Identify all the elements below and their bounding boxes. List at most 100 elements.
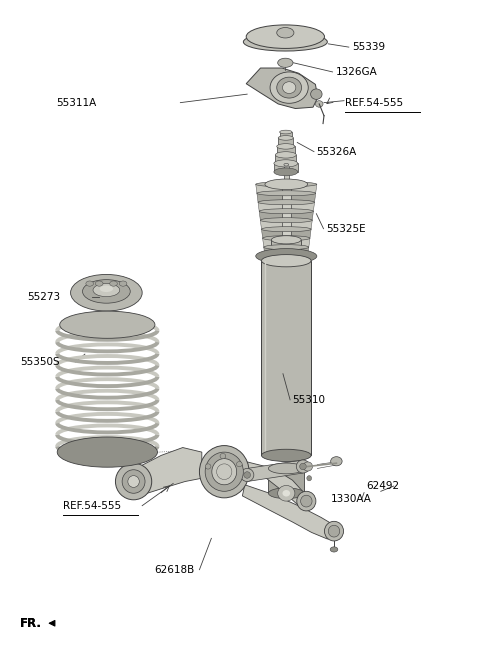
Ellipse shape xyxy=(264,245,309,250)
Text: 55339: 55339 xyxy=(352,42,385,52)
Ellipse shape xyxy=(277,77,301,98)
Ellipse shape xyxy=(271,256,301,265)
Polygon shape xyxy=(246,68,318,108)
Ellipse shape xyxy=(280,130,292,134)
Ellipse shape xyxy=(311,89,322,99)
Text: 1330AA: 1330AA xyxy=(331,494,372,504)
Text: 55311A: 55311A xyxy=(56,98,96,108)
Ellipse shape xyxy=(274,168,298,176)
Ellipse shape xyxy=(244,472,251,478)
Polygon shape xyxy=(263,238,310,247)
Ellipse shape xyxy=(277,144,295,149)
Bar xyxy=(268,468,304,493)
Ellipse shape xyxy=(328,525,340,537)
Ellipse shape xyxy=(199,445,249,498)
Ellipse shape xyxy=(212,459,237,485)
Text: 62618B: 62618B xyxy=(154,565,194,575)
Ellipse shape xyxy=(282,182,290,186)
Ellipse shape xyxy=(83,279,130,303)
Polygon shape xyxy=(260,220,312,229)
Bar xyxy=(262,260,311,455)
Ellipse shape xyxy=(274,160,298,167)
Bar xyxy=(277,146,295,155)
Text: FR.: FR. xyxy=(20,617,42,630)
Bar xyxy=(280,132,292,138)
Ellipse shape xyxy=(307,476,312,481)
Ellipse shape xyxy=(262,449,311,461)
Text: 55325E: 55325E xyxy=(326,224,366,234)
Ellipse shape xyxy=(205,464,211,469)
Ellipse shape xyxy=(296,460,310,473)
Ellipse shape xyxy=(268,488,304,499)
Ellipse shape xyxy=(216,464,232,480)
Ellipse shape xyxy=(330,547,338,552)
Ellipse shape xyxy=(60,311,155,338)
Ellipse shape xyxy=(240,468,254,482)
Ellipse shape xyxy=(128,476,139,487)
Ellipse shape xyxy=(256,249,317,264)
Ellipse shape xyxy=(263,236,310,241)
Ellipse shape xyxy=(205,452,243,491)
Polygon shape xyxy=(247,462,307,506)
Bar xyxy=(278,138,293,146)
Ellipse shape xyxy=(119,281,127,286)
Ellipse shape xyxy=(324,522,344,541)
Ellipse shape xyxy=(284,163,288,166)
Ellipse shape xyxy=(277,28,294,38)
Ellipse shape xyxy=(237,462,242,467)
Ellipse shape xyxy=(278,485,295,501)
Ellipse shape xyxy=(57,437,157,467)
Bar xyxy=(284,165,288,184)
Ellipse shape xyxy=(315,100,323,107)
Text: 55310: 55310 xyxy=(292,395,325,405)
Polygon shape xyxy=(256,184,317,194)
Ellipse shape xyxy=(259,209,313,214)
Ellipse shape xyxy=(110,281,117,286)
Text: 1326GA: 1326GA xyxy=(336,67,377,77)
Ellipse shape xyxy=(278,58,293,68)
Polygon shape xyxy=(258,202,314,211)
Ellipse shape xyxy=(303,462,312,471)
Ellipse shape xyxy=(258,199,314,205)
Ellipse shape xyxy=(270,72,308,103)
Ellipse shape xyxy=(71,274,142,311)
Text: FR.: FR. xyxy=(20,617,42,630)
Ellipse shape xyxy=(96,281,103,286)
Polygon shape xyxy=(242,485,336,539)
Ellipse shape xyxy=(262,227,311,232)
Ellipse shape xyxy=(268,463,304,474)
Ellipse shape xyxy=(86,281,94,286)
Text: 62492: 62492 xyxy=(366,481,399,491)
Ellipse shape xyxy=(300,463,306,470)
Polygon shape xyxy=(247,460,303,482)
Bar xyxy=(282,184,290,240)
Polygon shape xyxy=(132,447,202,495)
Ellipse shape xyxy=(278,136,293,140)
Text: 55273: 55273 xyxy=(28,293,61,302)
Ellipse shape xyxy=(271,236,301,244)
Ellipse shape xyxy=(297,491,316,511)
Ellipse shape xyxy=(265,179,308,190)
Bar xyxy=(271,240,301,260)
Ellipse shape xyxy=(300,495,312,507)
Ellipse shape xyxy=(93,283,120,297)
Text: REF.54-555: REF.54-555 xyxy=(63,501,121,510)
Text: REF.54-555: REF.54-555 xyxy=(345,98,403,108)
Ellipse shape xyxy=(246,25,324,49)
Ellipse shape xyxy=(276,152,296,158)
Polygon shape xyxy=(262,229,311,238)
Ellipse shape xyxy=(331,457,342,466)
Ellipse shape xyxy=(256,182,317,187)
Ellipse shape xyxy=(220,453,226,459)
Polygon shape xyxy=(257,194,316,202)
Ellipse shape xyxy=(262,255,311,267)
Ellipse shape xyxy=(282,82,296,94)
Bar xyxy=(274,163,298,172)
Polygon shape xyxy=(264,247,309,256)
Ellipse shape xyxy=(100,285,113,292)
Ellipse shape xyxy=(260,218,312,223)
Bar xyxy=(276,155,296,163)
Text: 55350S: 55350S xyxy=(21,357,60,367)
Text: 55326A: 55326A xyxy=(316,147,357,157)
Ellipse shape xyxy=(116,463,152,500)
